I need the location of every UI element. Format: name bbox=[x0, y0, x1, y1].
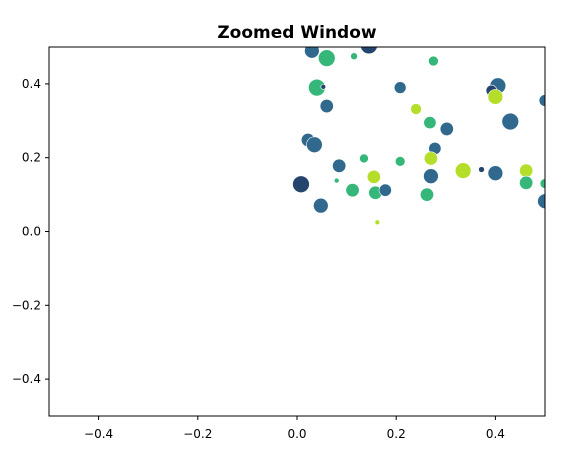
scatter-point bbox=[423, 168, 439, 184]
scatter-point bbox=[423, 116, 437, 130]
scatter-point bbox=[378, 183, 392, 197]
scatter-point bbox=[478, 166, 485, 173]
y-axis: −0.4 −0.2 0.0 0.2 0.4 bbox=[12, 77, 49, 386]
scatter-point bbox=[345, 183, 360, 198]
y-tick-label: 0.2 bbox=[22, 151, 41, 165]
scatter-point bbox=[292, 175, 310, 193]
scatter-point bbox=[304, 47, 320, 59]
scatter-point bbox=[428, 55, 439, 67]
scatter-point bbox=[487, 165, 504, 181]
scatter-point bbox=[319, 99, 334, 114]
scatter-point bbox=[318, 49, 336, 67]
y-tick-label: −0.4 bbox=[12, 372, 41, 386]
y-tick-label: 0.0 bbox=[22, 225, 41, 239]
scatter-point bbox=[374, 219, 381, 226]
scatter-point bbox=[332, 158, 347, 173]
scatter-point bbox=[313, 197, 329, 214]
scatter-point bbox=[366, 169, 381, 184]
y-tick-label: 0.4 bbox=[22, 77, 41, 91]
scatter-point bbox=[333, 177, 340, 184]
scatter-point bbox=[501, 112, 520, 131]
scatter-point bbox=[410, 103, 422, 115]
data-points bbox=[292, 47, 545, 226]
scatter-point bbox=[519, 175, 534, 190]
plot-frame bbox=[48, 46, 546, 417]
x-tick-label: 0.0 bbox=[287, 427, 306, 441]
scatter-point bbox=[320, 84, 327, 90]
x-tick-label: −0.2 bbox=[183, 427, 212, 441]
scatter-point bbox=[306, 136, 323, 154]
scatter-point bbox=[394, 156, 406, 167]
x-tick-label: 0.4 bbox=[486, 427, 505, 441]
scatter-point bbox=[519, 163, 534, 178]
x-tick-label: −0.4 bbox=[84, 427, 113, 441]
y-tick-label: −0.2 bbox=[12, 298, 41, 312]
x-tick-label: 0.2 bbox=[387, 427, 406, 441]
scatter-point bbox=[419, 187, 434, 202]
scatter-point bbox=[359, 153, 369, 164]
scatter-point bbox=[393, 81, 407, 94]
scatter-point bbox=[423, 151, 438, 166]
chart-title: Zoomed Window bbox=[217, 23, 377, 43]
scatter-point bbox=[439, 121, 454, 136]
x-axis: −0.4 −0.2 0.0 0.2 0.4 bbox=[84, 416, 505, 441]
scatter-point bbox=[350, 52, 358, 60]
scatter-point bbox=[487, 89, 504, 105]
scatter-point bbox=[360, 47, 378, 55]
scatter-point bbox=[454, 162, 472, 179]
